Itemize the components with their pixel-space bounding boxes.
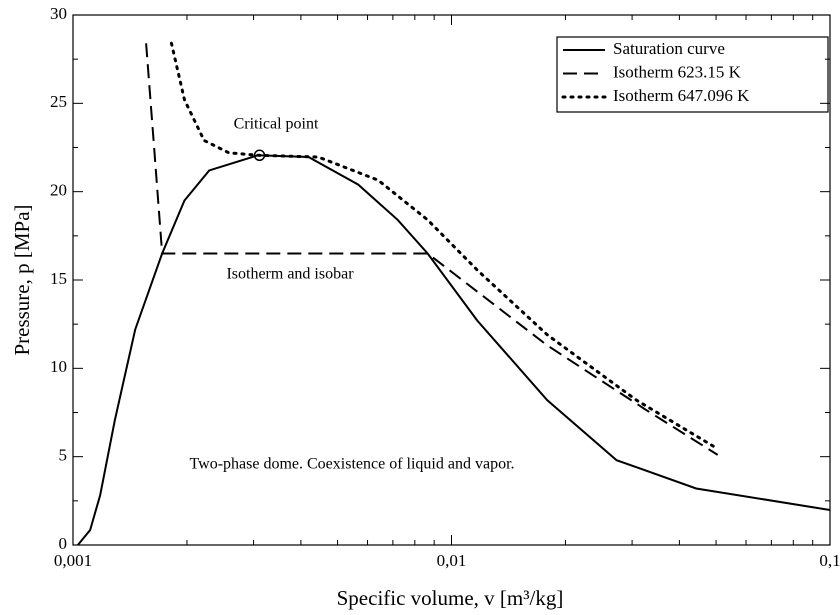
y-axis-label: Pressure, p [MPa]	[10, 204, 34, 355]
x-axis-label: Specific volume, v [m³/kg]	[337, 586, 564, 610]
y-tick-label: 25	[50, 92, 67, 111]
series-line	[77, 154, 831, 546]
x-tick-label: 0,001	[54, 551, 92, 570]
critical-point	[253, 149, 266, 162]
legend-label: Isotherm 623.15 K	[613, 62, 742, 81]
legend-label: Isotherm 647.096 K	[613, 86, 750, 105]
series-line	[145, 43, 719, 456]
annotation: Isotherm and isobar	[226, 266, 354, 283]
y-tick-label: 10	[50, 357, 67, 376]
x-tick-label: 0,01	[437, 551, 467, 570]
y-tick-label: 0	[59, 534, 68, 553]
y-tick-label: 5	[59, 446, 68, 465]
legend-label: Saturation curve	[613, 39, 725, 58]
annotation: Two-phase dome. Coexistence of liquid an…	[189, 456, 514, 473]
annotation: Critical point	[234, 116, 319, 133]
y-tick-label: 20	[50, 181, 67, 200]
x-tick-label: 0,1	[819, 551, 840, 570]
y-tick-label: 15	[50, 269, 67, 288]
y-tick-label: 30	[50, 4, 67, 23]
series-line	[169, 41, 718, 450]
